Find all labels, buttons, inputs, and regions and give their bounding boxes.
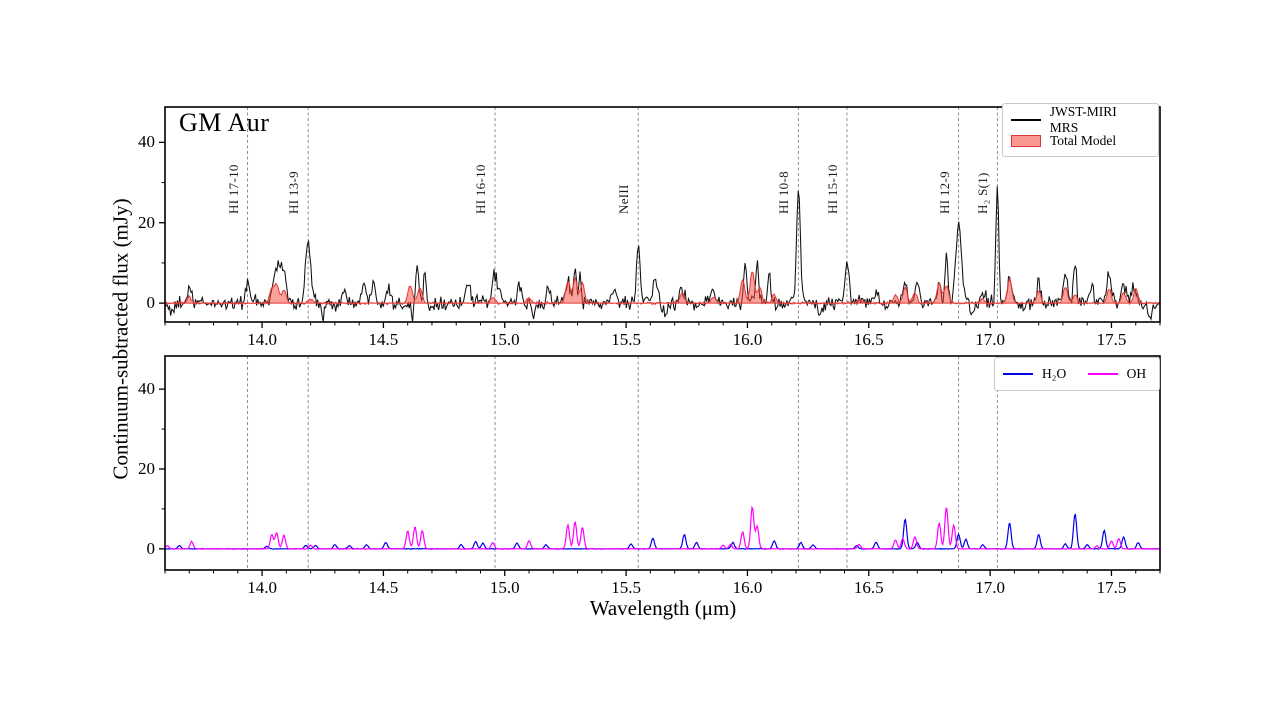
y-tick-label: 40 [138, 379, 155, 399]
x-tick-label: 14.5 [368, 578, 399, 597]
source-name-label: GM Aur [179, 108, 270, 137]
line-marker-label: HI 15-10 [824, 164, 840, 214]
jwst-miri-spectrum-line [165, 186, 1160, 322]
legend-bottom-panel: H₂O OH [994, 357, 1160, 391]
x-axis-title: Wavelength (μm) [589, 596, 737, 620]
y-tick-label: 20 [138, 212, 155, 232]
x-tick-label: 16.0 [732, 330, 763, 349]
x-tick-label: 16.0 [732, 578, 763, 597]
x-tick-label: 15.5 [611, 578, 641, 597]
legend-label-jwst: JWST-MIRI MRS [1049, 103, 1117, 135]
x-tick-label: 15.5 [611, 330, 641, 349]
oh-line-swatch [1087, 373, 1118, 375]
legend-label-h2o: H₂O [1042, 366, 1067, 381]
h2o-line-swatch [1003, 373, 1033, 375]
x-tick-label: 14.0 [247, 578, 277, 597]
line-marker-label: HI 12-9 [936, 171, 952, 214]
x-tick-label: 15.0 [489, 330, 520, 349]
legend-label-oh: OH [1126, 366, 1147, 381]
x-tick-label: 17.0 [975, 330, 1005, 349]
panel-bottom-data [165, 356, 1160, 570]
total-model-fill [165, 271, 1160, 306]
line-marker-label: HI 13-9 [286, 171, 302, 214]
y-tick-label: 20 [138, 458, 155, 478]
legend-entry-total-model: Total Model [1011, 130, 1148, 151]
line-marker-label: NeIII [616, 184, 632, 214]
x-tick-label: 16.5 [853, 330, 884, 349]
x-tick-label: 14.5 [368, 330, 399, 349]
legend-entry-jwst: JWST-MIRI MRS [1011, 104, 1148, 135]
line-marker-label: HI 17-10 [225, 164, 241, 214]
x-tick-label: 14.0 [247, 330, 277, 349]
line-marker-label: H₂ S(1) [975, 172, 991, 214]
oh-model-line [165, 505, 1160, 551]
total-model-patch-swatch [1011, 134, 1041, 147]
legend-entry-oh: OH [1087, 364, 1147, 385]
x-tick-label: 17.0 [975, 578, 1005, 597]
panel-top-data [165, 107, 1160, 322]
x-tick-label: 17.5 [1096, 578, 1127, 597]
x-tick-label: 16.5 [853, 578, 884, 597]
line-marker-label: HI 10-8 [776, 171, 792, 214]
line-marker-label: HI 16-10 [473, 164, 489, 214]
y-tick-label: 0 [146, 293, 156, 313]
jwst-line-swatch [1011, 118, 1041, 121]
panel-top-border [164, 106, 1161, 323]
legend-top-panel: JWST-MIRI MRS Total Model [1002, 103, 1159, 157]
legend-entry-h2o: H₂O [1003, 364, 1066, 385]
x-tick-label: 15.0 [489, 578, 520, 597]
x-tick-label: 17.5 [1096, 330, 1127, 349]
legend-label-total-model: Total Model [1050, 132, 1117, 148]
y-tick-label: 0 [146, 538, 156, 558]
h2o-model-line [165, 513, 1160, 550]
y-axis-title: Continuum-subtracted flux (mJy) [108, 198, 133, 480]
y-tick-label: 40 [138, 132, 155, 152]
panel-bottom-border [164, 355, 1161, 571]
